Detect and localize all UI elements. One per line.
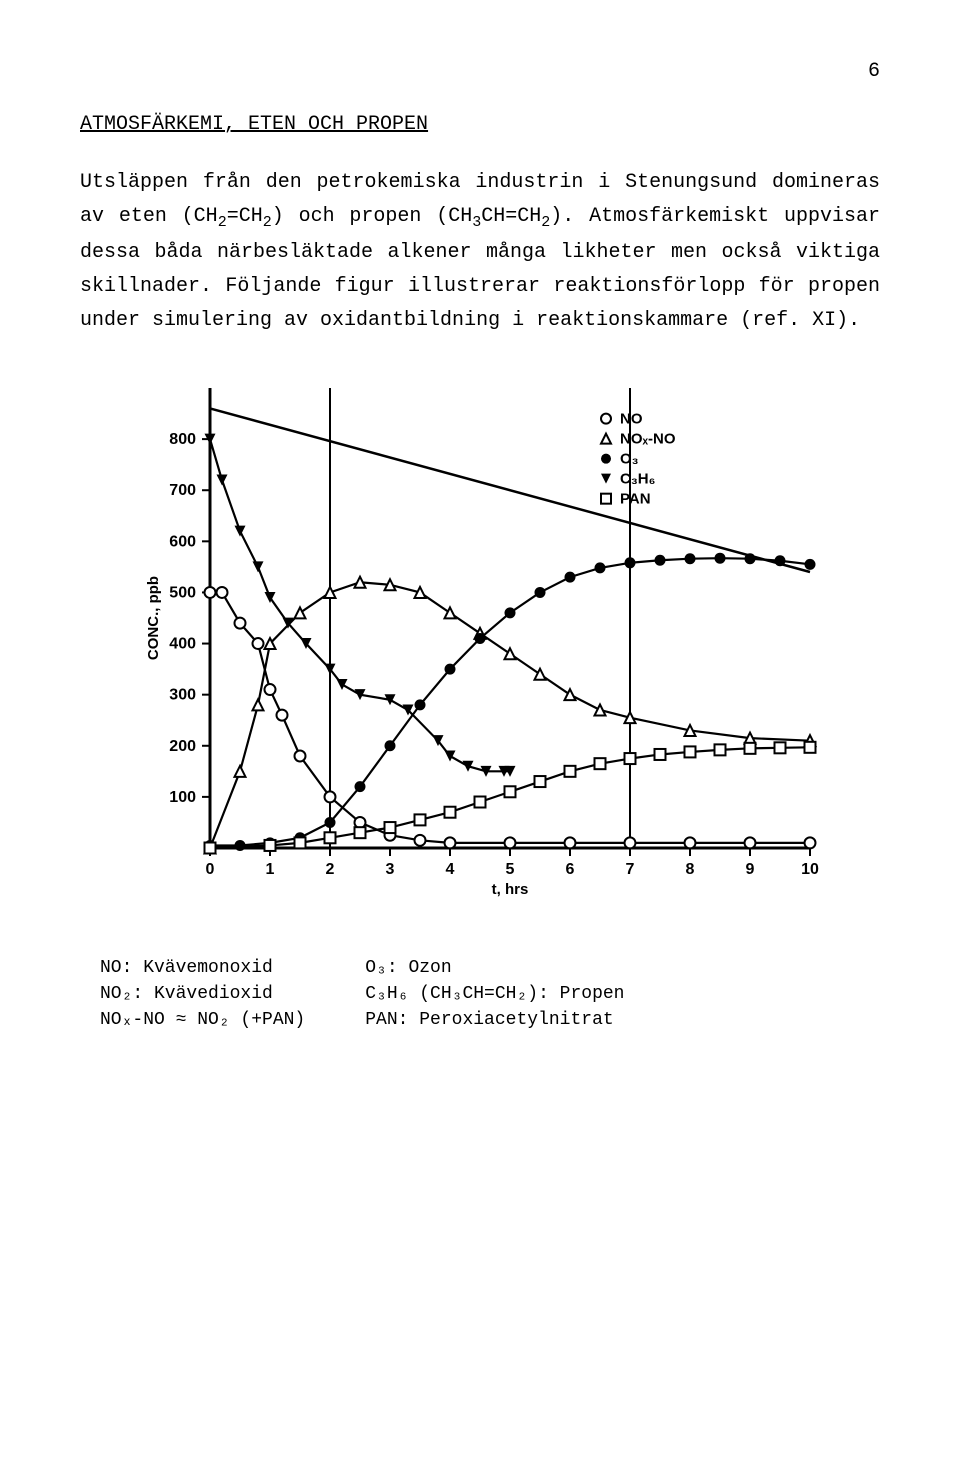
p3: ) och propen (CH (272, 205, 473, 228)
legend-col-left: NO: Kvävemonoxid NO₂: Kvävedioxid NOₓ-NO ≈… (100, 958, 305, 1036)
svg-text:4: 4 (446, 861, 455, 878)
chart-svg: 0 1 2 3 4 5 6 7 8 9 10 100 200 300 400 500 600 700 800 t, h… (140, 378, 820, 898)
p2: =CH (227, 205, 263, 228)
legend-row: PAN: Peroxiacetylnitrat (365, 1010, 624, 1030)
svg-text:t, hrs: t, hrs (492, 881, 529, 898)
legend-col-right: O₃: Ozon C₃H₆ (CH₃CH=CH₂): Propen PAN: Per… (365, 958, 624, 1036)
body-paragraph: Utsläppen från den petrokemiska industri… (80, 166, 880, 338)
svg-text:3: 3 (386, 861, 395, 878)
svg-text:10: 10 (801, 861, 819, 878)
legend-row: NO₂: Kvävedioxid (100, 984, 305, 1004)
legend-definitions: NO: Kvävemonoxid NO₂: Kvävedioxid NOₓ-NO ≈… (100, 958, 880, 1036)
svg-text:8: 8 (686, 861, 695, 878)
legend-row: NO: Kvävemonoxid (100, 958, 305, 978)
section-heading: ATMOSFÄRKEMI, ETEN OCH PROPEN (80, 113, 880, 136)
svg-text:500: 500 (169, 584, 196, 601)
svg-text:800: 800 (169, 431, 196, 448)
chart-container: 0 1 2 3 4 5 6 7 8 9 10 100 200 300 400 500 600 700 800 t, h… (140, 378, 820, 898)
svg-text:NO: NO (620, 410, 643, 427)
page-number: 6 (80, 60, 880, 83)
svg-text:7: 7 (626, 861, 635, 878)
sub-3: 3 (472, 214, 481, 231)
svg-text:2: 2 (326, 861, 335, 878)
svg-text:O₃: O₃ (620, 450, 639, 467)
svg-text:CONC., ppb: CONC., ppb (145, 575, 162, 659)
svg-text:5: 5 (506, 861, 515, 878)
legend-row: O₃: Ozon (365, 958, 624, 978)
sub-2b: 2 (263, 214, 272, 231)
svg-text:6: 6 (566, 861, 575, 878)
svg-text:9: 9 (746, 861, 755, 878)
svg-text:PAN: PAN (620, 490, 651, 507)
svg-text:400: 400 (169, 635, 196, 652)
p4: CH=CH (481, 205, 541, 228)
svg-text:200: 200 (169, 737, 196, 754)
legend-row: C₃H₆ (CH₃CH=CH₂): Propen (365, 984, 624, 1004)
svg-text:C₃H₆: C₃H₆ (620, 470, 655, 487)
svg-text:1: 1 (266, 861, 275, 878)
svg-text:NOₓ-NO: NOₓ-NO (620, 430, 676, 447)
svg-text:300: 300 (169, 686, 196, 703)
svg-text:600: 600 (169, 533, 196, 550)
sub-2c: 2 (541, 214, 550, 231)
legend-row: NOₓ-NO ≈ NO₂ (+PAN) (100, 1010, 305, 1030)
svg-text:100: 100 (169, 788, 196, 805)
sub-2a: 2 (218, 214, 227, 231)
svg-text:0: 0 (206, 861, 215, 878)
svg-text:700: 700 (169, 482, 196, 499)
